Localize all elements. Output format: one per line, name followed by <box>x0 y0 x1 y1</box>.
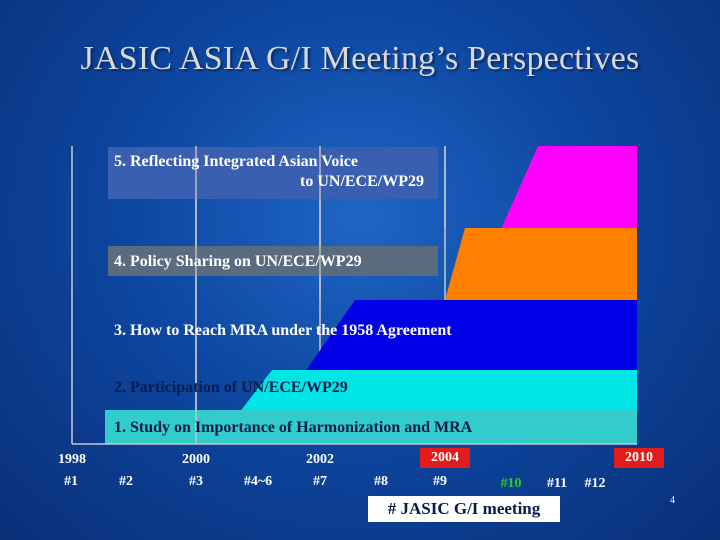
stage-label-5-line-2: to UN/ECE/WP29 <box>300 173 424 190</box>
legend-box: # JASIC G/I meeting <box>368 496 560 522</box>
stage-label-5: 5. Reflecting Integrated Asian Voice to … <box>114 152 424 192</box>
stage-label-1: 1. Study on Importance of Harmonization … <box>114 419 473 436</box>
meeting-label-10: #10 <box>500 476 522 491</box>
year-label-2002: 2002 <box>306 452 334 467</box>
year-label-2010: 2010 <box>614 448 664 468</box>
meeting-label-8: #8 <box>374 474 388 489</box>
year-label-2000: 2000 <box>182 452 210 467</box>
meeting-label-4-6: #4~6 <box>243 474 273 489</box>
meeting-label-1: #1 <box>64 474 78 489</box>
year-label-2004: 2004 <box>420 448 470 468</box>
meeting-label-2: #2 <box>119 474 133 489</box>
stage-label-bg-5 <box>108 147 438 199</box>
meeting-label-11: #11 <box>546 476 568 491</box>
slide-title: JASIC ASIA G/I Meeting’s Perspectives <box>80 40 640 77</box>
stage-label-3: 3. How to Reach MRA under the 1958 Agree… <box>114 322 452 339</box>
meeting-label-3: #3 <box>189 474 203 489</box>
meeting-label-7: #7 <box>313 474 327 489</box>
year-label-1998: 1998 <box>58 452 86 467</box>
stage-band-1 <box>105 410 637 444</box>
meeting-label-12: #12 <box>584 476 606 491</box>
stage-label-5-line-1: 5. Reflecting Integrated Asian Voice <box>114 153 358 170</box>
meeting-label-9: #9 <box>433 474 447 489</box>
stage-label-4: 4. Policy Sharing on UN/ECE/WP29 <box>114 253 362 270</box>
stage-label-bg-4 <box>108 246 438 276</box>
slide-number: 4 <box>670 495 675 506</box>
stage-label-2: 2. Participation of UN/ECE/WP29 <box>114 379 348 396</box>
